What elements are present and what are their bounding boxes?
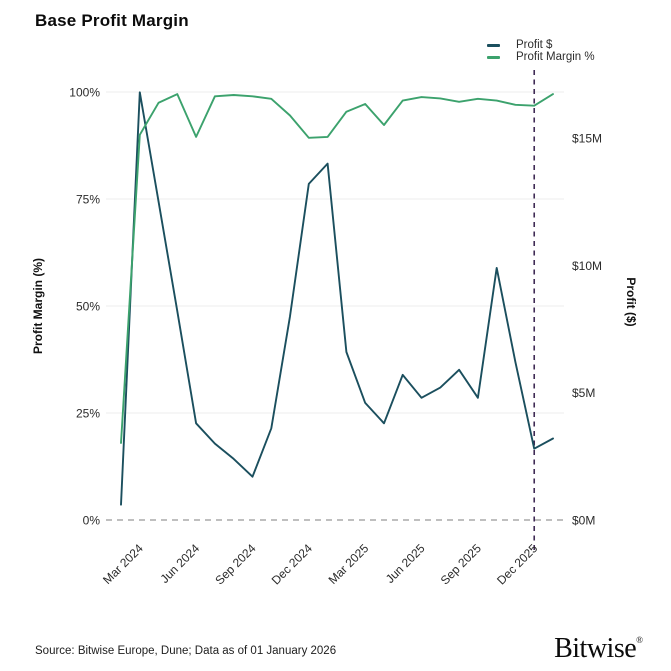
- x-axis-tick-labels: Mar 2024 Jun 2024 Sep 2024 Dec 2024 Mar 2025…: [100, 541, 540, 587]
- x-axis-tick-label: Dec 2025: [494, 541, 540, 587]
- x-axis-tick-label: Jun 2025: [383, 541, 428, 586]
- left-axis-tick-labels: 0% 25% 50% 75% 100%: [69, 86, 100, 528]
- series-lines: [120, 91, 554, 506]
- bitwise-logo: Bitwise®: [554, 633, 643, 665]
- source-text: Source: Bitwise Europe, Dune; Data as of…: [35, 645, 337, 657]
- y-axis-tick-label-left: 0%: [83, 514, 101, 528]
- legend: Profit $ Profit Margin %: [487, 39, 595, 64]
- legend-label-profit: Profit $: [516, 39, 553, 51]
- annotation-lines: [106, 70, 564, 552]
- y-axis-tick-label-right: $15M: [572, 132, 602, 146]
- x-axis-tick-label: Sep 2025: [438, 541, 484, 587]
- y-axis-tick-label-left: 100%: [69, 86, 100, 100]
- x-axis-tick-label: Mar 2024: [100, 541, 146, 587]
- left-axis-title: Profit Margin (%): [31, 258, 45, 354]
- x-axis-tick-label: Sep 2024: [212, 541, 258, 587]
- right-axis-title: Profit ($): [624, 277, 638, 326]
- page-title: Base Profit Margin: [35, 11, 189, 30]
- profit-line-swatch: [487, 44, 500, 48]
- margin-line-swatch: [487, 55, 500, 59]
- x-axis-tick-label: Mar 2025: [326, 541, 372, 587]
- y-axis-tick-label-left: 25%: [76, 407, 100, 421]
- profit-line: [120, 91, 554, 506]
- registered-mark-icon: ®: [636, 635, 643, 645]
- y-axis-tick-label-left: 75%: [76, 193, 100, 207]
- legend-label-margin: Profit Margin %: [516, 50, 595, 63]
- gridlines: [106, 91, 564, 414]
- y-axis-tick-label-right: $5M: [572, 386, 595, 400]
- bitwise-wordmark: Bitwise: [554, 633, 637, 664]
- legend-item-profit: Profit $: [487, 39, 595, 52]
- right-axis-tick-labels: $0M $5M $10M $15M: [572, 132, 602, 528]
- x-axis-tick-label: Dec 2024: [269, 541, 315, 587]
- y-axis-tick-label-left: 50%: [76, 300, 100, 314]
- legend-item-margin: Profit Margin %: [487, 50, 595, 64]
- y-axis-tick-label-right: $10M: [572, 259, 602, 273]
- margin-line: [120, 93, 554, 444]
- x-axis-tick-label: Jun 2024: [157, 541, 202, 586]
- y-axis-tick-label-right: $0M: [572, 514, 595, 528]
